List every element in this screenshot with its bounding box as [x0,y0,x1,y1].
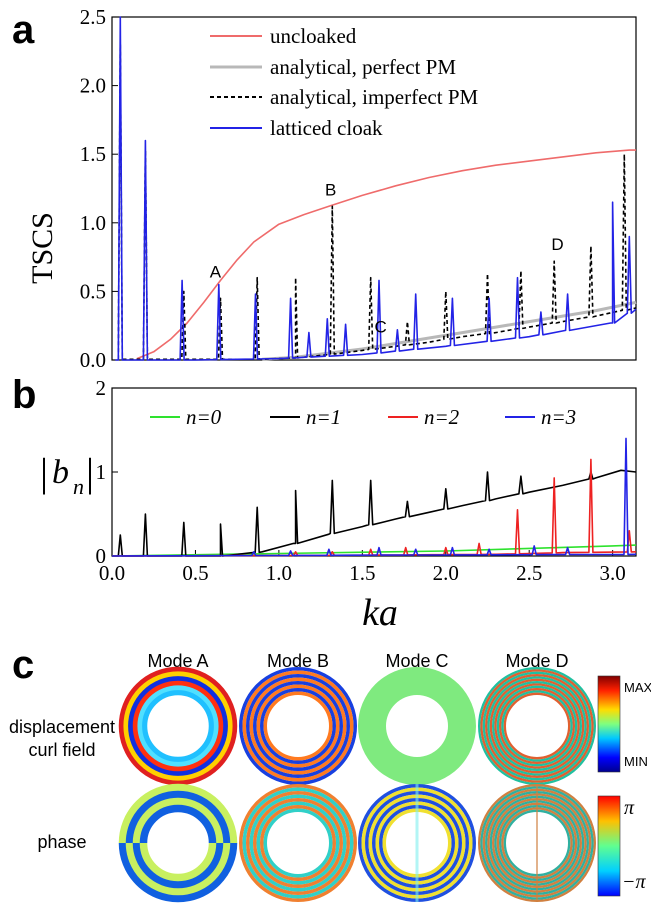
mode-a-title: Mode A [147,651,208,671]
x-tick-label: 2.5 [516,561,542,585]
mode-b-field-ring [239,667,357,785]
mode-d-phase-ring [477,784,596,903]
y-tick-label: 0.0 [80,348,106,372]
panel-a-legend: uncloaked analytical, perfect PM analyti… [210,24,479,140]
mode-a-phase-ring [118,783,238,903]
series-line-perfect [262,300,637,361]
colorbar-field-min: MIN [624,754,648,769]
x-tick-label: 2.0 [433,561,459,585]
panel-a-yticks: 0.0 0.5 1.0 1.5 2.0 2.5 [80,5,118,372]
legend-label-n3: n=3 [541,405,576,429]
panel-b-legend: n=0 n=1 n=2 n=3 [150,405,576,429]
panel-a-ylabel: TSCS [26,212,59,284]
legend-label-perfect: analytical, perfect PM [270,55,456,79]
y-tick-label: 2.5 [80,5,106,29]
x-tick-label: 1.0 [266,561,292,585]
panel-b-xlabel: ka [362,592,398,634]
legend-label-n0: n=0 [186,405,222,429]
y-tick-label: 0 [96,544,107,568]
x-tick-label: 1.5 [349,561,375,585]
mode-b-title: Mode B [267,651,329,671]
series-line-n1 [112,469,637,557]
panel-a-frame [111,16,637,361]
series-line-latticed [115,16,637,361]
annotation-a: A [210,263,222,282]
series-line-uncloaked [136,149,636,360]
legend-label-imperfect: analytical, imperfect PM [270,85,479,109]
row-label-phase: phase [37,832,86,852]
x-tick-label: 0.0 [99,561,125,585]
mode-b-phase-ring [239,784,357,902]
series-line-n0 [111,544,637,557]
svg-text:|: | [40,450,48,495]
mode-d-field-ring [477,667,596,786]
mode-c-phase-ring [358,784,476,902]
row-label-curl-field: curl field [28,740,95,760]
x-tick-label: 0.5 [182,561,208,585]
mode-d-title: Mode D [505,651,568,671]
panel-b-xticks: 0.0 0.5 1.0 1.5 2.0 2.5 3.0 [99,550,626,585]
series-line-n3 [111,437,637,557]
panel-b-letter: b [12,373,36,417]
mode-c-field-ring [358,667,476,785]
svg-text:b: b [52,454,69,491]
panel-a-plot-area [115,16,637,361]
colorbar-field-max: MAX [624,680,651,695]
y-tick-label: 2.0 [80,74,106,98]
panel-a-annotations: A B C D [210,180,564,336]
y-tick-label: 1.5 [80,142,106,166]
y-tick-label: 2 [96,376,107,400]
legend-label-uncloaked: uncloaked [270,24,357,48]
colorbar-phase [597,795,621,897]
series-line-n2 [111,458,637,557]
mode-ring-images [118,666,596,903]
colorbar-field [597,675,621,773]
legend-label-n2: n=2 [424,405,460,429]
colorbar-phase-max: π [624,797,635,819]
svg-text:|: | [86,450,94,495]
y-tick-label: 1 [96,460,107,484]
svg-text:n: n [73,474,84,499]
y-tick-label: 1.0 [80,211,106,235]
mode-a-field-ring [118,666,238,786]
panel-b-plot-area [111,437,637,557]
panel-b-ylabel: | b n | [40,450,94,499]
legend-label-n1: n=1 [306,405,341,429]
panel-b-yticks: 0 1 2 [96,376,118,568]
legend-label-latticed: latticed cloak [270,116,383,140]
y-tick-label: 0.5 [80,279,106,303]
annotation-d: D [551,235,563,254]
annotation-c: C [375,318,387,337]
colorbar-phase-min: −π [622,871,646,893]
annotation-b: B [325,180,336,199]
mode-c-title: Mode C [385,651,448,671]
panel-c-letter: c [12,643,34,687]
x-tick-label: 3.0 [600,561,626,585]
row-label-displacement: displacement [9,717,115,737]
panel-a-letter: a [12,8,35,52]
